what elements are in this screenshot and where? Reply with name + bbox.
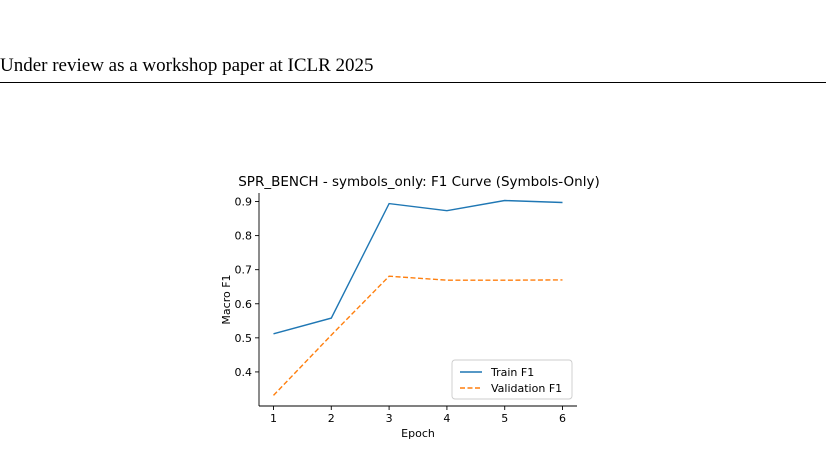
y-axis-label: Macro F1 bbox=[220, 274, 233, 324]
x-tick-label: 3 bbox=[386, 412, 393, 425]
x-tick-label: 5 bbox=[501, 412, 508, 425]
legend-label: Validation F1 bbox=[491, 382, 562, 395]
x-tick-label: 4 bbox=[443, 412, 450, 425]
header-rule bbox=[0, 82, 826, 83]
x-tick-label: 2 bbox=[328, 412, 335, 425]
y-tick-label: 0.7 bbox=[235, 264, 253, 277]
y-tick-label: 0.6 bbox=[235, 298, 253, 311]
y-tick-label: 0.8 bbox=[235, 230, 253, 243]
chart-title: SPR_BENCH - symbols_only: F1 Curve (Symb… bbox=[238, 174, 600, 190]
series-line-train bbox=[273, 199, 563, 335]
x-axis-label: Epoch bbox=[401, 427, 435, 440]
y-tick-label: 0.9 bbox=[235, 196, 253, 209]
y-tick-label: 0.4 bbox=[235, 366, 253, 379]
legend-box bbox=[451, 359, 573, 400]
legend-label: Train F1 bbox=[490, 366, 534, 379]
paper-running-header: Under review as a workshop paper at ICLR… bbox=[0, 55, 374, 76]
x-tick-label: 1 bbox=[270, 412, 277, 425]
y-tick-label: 0.5 bbox=[235, 332, 253, 345]
x-tick-label: 6 bbox=[559, 412, 566, 425]
series-line-validation bbox=[272, 275, 563, 396]
figure-caption-fragment bbox=[0, 462, 826, 473]
